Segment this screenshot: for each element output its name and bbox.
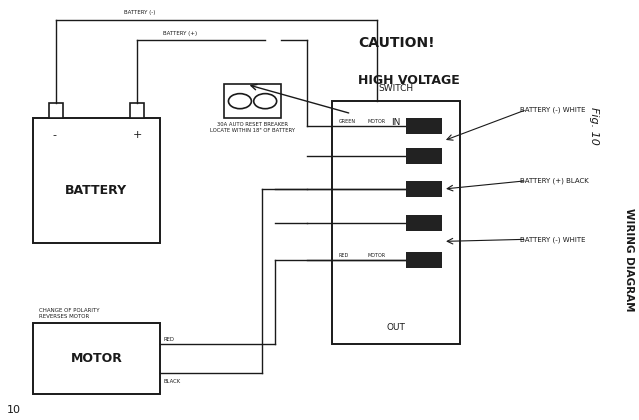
Bar — [406, 215, 442, 231]
Text: IN: IN — [391, 118, 401, 126]
Bar — [406, 252, 442, 268]
Text: BATTERY (-) WHITE: BATTERY (-) WHITE — [520, 106, 586, 113]
Text: 30A AUTO RESET BREAKER
LOCATE WITHIN 18" OF BATTERY: 30A AUTO RESET BREAKER LOCATE WITHIN 18"… — [210, 122, 295, 133]
Text: SWITCH: SWITCH — [378, 84, 413, 93]
Text: BATTERY (+) BLACK: BATTERY (+) BLACK — [520, 177, 589, 184]
Text: RED: RED — [339, 253, 349, 258]
Bar — [33, 118, 160, 244]
Text: BATTERY (-) WHITE: BATTERY (-) WHITE — [520, 236, 586, 243]
Text: BATTERY (-): BATTERY (-) — [124, 10, 155, 16]
Text: MOTOR: MOTOR — [367, 119, 385, 124]
Text: BATTERY: BATTERY — [65, 184, 127, 197]
Bar — [130, 103, 144, 118]
Text: HIGH VOLTAGE: HIGH VOLTAGE — [358, 74, 459, 87]
Text: GREEN: GREEN — [339, 119, 356, 124]
Circle shape — [229, 94, 251, 109]
Text: CAUTION!: CAUTION! — [358, 36, 435, 50]
Text: RED: RED — [164, 337, 174, 342]
Bar — [332, 101, 460, 344]
Text: MOTOR: MOTOR — [367, 253, 385, 258]
Text: -: - — [53, 130, 57, 140]
Text: BLACK: BLACK — [164, 379, 180, 384]
Text: BATTERY (+): BATTERY (+) — [164, 31, 197, 36]
Text: +: + — [133, 130, 142, 140]
Text: OUT: OUT — [387, 323, 406, 332]
Text: WIRING DIAGRAM: WIRING DIAGRAM — [624, 208, 634, 312]
Text: CHANGE OF POLARITY
REVERSES MOTOR: CHANGE OF POLARITY REVERSES MOTOR — [39, 308, 100, 319]
Bar — [224, 84, 281, 118]
Bar — [49, 103, 63, 118]
Bar — [406, 147, 442, 163]
Bar — [406, 118, 442, 134]
Circle shape — [254, 94, 277, 109]
Text: 10: 10 — [7, 405, 21, 415]
Text: MOTOR: MOTOR — [70, 352, 122, 365]
Bar — [33, 323, 160, 394]
Bar — [406, 181, 442, 197]
Text: Fig. 10: Fig. 10 — [589, 108, 599, 145]
